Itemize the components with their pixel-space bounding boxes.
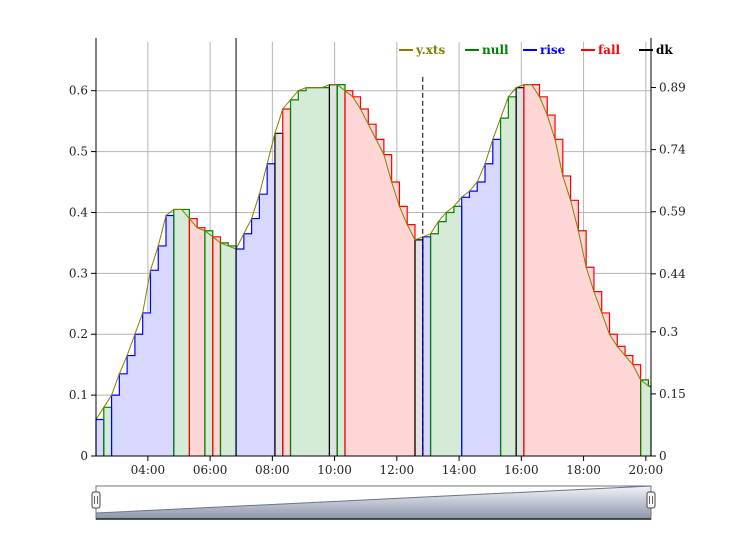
segment-null <box>500 96 517 456</box>
markers <box>235 38 424 456</box>
legend-label-dk: dk <box>656 43 673 57</box>
step-fall <box>523 84 642 456</box>
x-tick-label: 04:00 <box>131 463 166 477</box>
segment-fall <box>282 108 291 457</box>
segment-rise <box>96 419 104 456</box>
segment-rise <box>461 139 501 457</box>
y2-tick-label: 0 <box>659 449 667 463</box>
range-handle-left[interactable] <box>91 491 101 509</box>
x-tick-label: 10:00 <box>317 463 352 477</box>
segment-dk <box>274 133 283 456</box>
y2-tick-label: 0.44 <box>659 267 686 281</box>
segment-dk <box>329 84 338 456</box>
segment-fall <box>344 90 415 457</box>
y-tick-labels: 0 0.1 0.2 0.3 0.4 0.5 0.6 <box>69 84 88 463</box>
y2-tick-label: 0.74 <box>659 143 686 157</box>
segment-rise <box>422 236 431 456</box>
segment-null <box>220 242 237 456</box>
y-tick-label: 0.4 <box>69 205 88 219</box>
segment-null <box>290 87 330 456</box>
step-rise <box>110 214 175 456</box>
legend-label-y.xts: y.xts <box>415 43 445 57</box>
y2-tick-label: 0.3 <box>659 325 678 339</box>
segment-null <box>640 379 651 456</box>
y-tick-label: 0.2 <box>69 327 88 341</box>
x-tick-label: 06:00 <box>193 463 228 477</box>
segment-null <box>173 209 190 456</box>
segment-fall <box>212 236 221 456</box>
segment-rise <box>236 163 275 456</box>
segment-dk <box>516 87 524 456</box>
step-fall <box>344 90 416 456</box>
y-tick-label: 0.1 <box>69 388 88 402</box>
range-handle-right[interactable] <box>646 491 656 509</box>
segment-null <box>430 206 462 456</box>
segment-fall <box>189 218 205 456</box>
y-tick-label: 0.3 <box>69 266 88 280</box>
x-tick-labels: 04:00 06:00 08:00 10:00 12:00 14:00 16:00 18:00… <box>131 463 664 477</box>
step-rise <box>235 163 276 456</box>
x-tick-label: 14:00 <box>442 463 477 477</box>
y2-tick-label: 0.59 <box>659 205 686 219</box>
segment-null <box>204 230 213 456</box>
step-rise <box>461 138 502 456</box>
x-tick-label: 20:00 <box>629 463 664 477</box>
y2-tick-labels: 0 0.15 0.3 0.44 0.59 0.74 0.89 <box>659 81 686 463</box>
x-tick-label: 12:00 <box>380 463 415 477</box>
segments <box>96 84 651 457</box>
axes <box>91 38 656 461</box>
segment-dk <box>414 239 423 456</box>
y-tick-label: 0.6 <box>69 84 88 98</box>
legend-label-rise: rise <box>540 43 566 57</box>
x-tick-label: 08:00 <box>255 463 290 477</box>
legend: y.xts null rise fall dk <box>399 43 673 57</box>
y2-tick-label: 0.15 <box>659 387 686 401</box>
segment-null <box>103 407 112 456</box>
y-tick-label: 0.5 <box>69 145 88 159</box>
x-tick-label: 16:00 <box>504 463 539 477</box>
step-null <box>429 205 463 456</box>
segment-fall <box>523 84 641 456</box>
y2-tick-label: 0.89 <box>659 81 686 95</box>
y-tick-label: 0 <box>80 449 88 463</box>
range-selector[interactable] <box>91 485 656 520</box>
segment-rise <box>111 215 174 456</box>
step-null <box>289 87 331 456</box>
x-tick-label: 18:00 <box>566 463 601 477</box>
segment-null <box>337 84 345 456</box>
y-xts-line <box>95 84 652 420</box>
legend-label-null: null <box>482 43 509 57</box>
legend-label-fall: fall <box>598 43 620 57</box>
